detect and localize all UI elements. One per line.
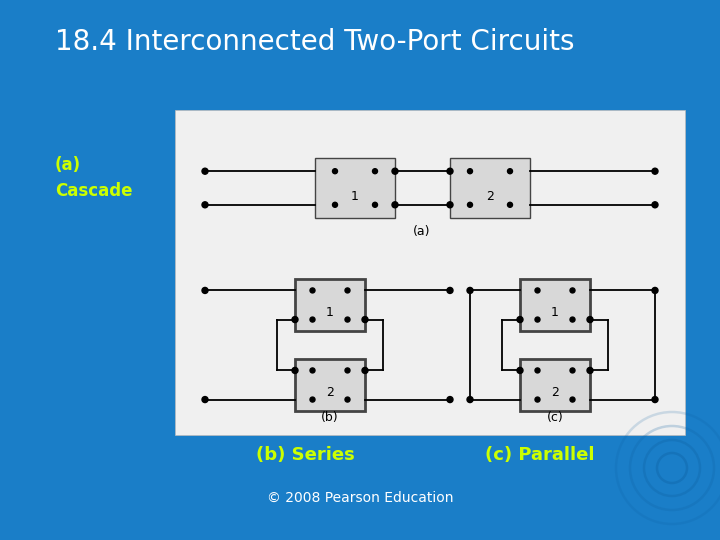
Circle shape — [447, 287, 453, 293]
Circle shape — [372, 202, 377, 207]
Circle shape — [570, 317, 575, 322]
Text: (b) Series: (b) Series — [256, 446, 354, 464]
Circle shape — [535, 317, 540, 322]
Circle shape — [202, 396, 208, 402]
Text: © 2008 Pearson Education: © 2008 Pearson Education — [266, 491, 454, 505]
Circle shape — [345, 317, 350, 322]
Circle shape — [292, 367, 298, 374]
Text: 2: 2 — [326, 386, 334, 399]
Circle shape — [517, 316, 523, 322]
Circle shape — [535, 397, 540, 402]
Circle shape — [508, 202, 513, 207]
Text: (a)
Cascade: (a) Cascade — [55, 157, 132, 199]
Circle shape — [447, 168, 453, 174]
Text: (c) Parallel: (c) Parallel — [485, 446, 595, 464]
Bar — [520, 279, 590, 331]
Circle shape — [535, 368, 540, 373]
Circle shape — [467, 287, 473, 293]
Text: 18.4 Interconnected Two-Port Circuits: 18.4 Interconnected Two-Port Circuits — [55, 28, 575, 56]
Bar — [295, 279, 365, 331]
Circle shape — [467, 168, 472, 174]
Circle shape — [570, 288, 575, 293]
Bar — [175, 110, 685, 435]
Circle shape — [345, 288, 350, 293]
Circle shape — [362, 316, 368, 322]
Circle shape — [587, 316, 593, 322]
Circle shape — [292, 316, 298, 322]
Circle shape — [652, 168, 658, 174]
Circle shape — [570, 397, 575, 402]
Circle shape — [467, 202, 472, 207]
Circle shape — [345, 368, 350, 373]
Circle shape — [587, 367, 593, 374]
Circle shape — [372, 168, 377, 174]
Circle shape — [333, 168, 338, 174]
Text: (b): (b) — [321, 411, 339, 424]
Circle shape — [310, 317, 315, 322]
Circle shape — [362, 367, 368, 374]
Circle shape — [310, 397, 315, 402]
Circle shape — [392, 168, 398, 174]
Text: 1: 1 — [351, 191, 359, 204]
Text: 1: 1 — [551, 306, 559, 319]
Circle shape — [652, 396, 658, 402]
Circle shape — [345, 397, 350, 402]
Circle shape — [447, 202, 453, 208]
Circle shape — [310, 368, 315, 373]
Text: (c): (c) — [546, 411, 563, 424]
Circle shape — [310, 288, 315, 293]
Text: (a): (a) — [413, 226, 431, 239]
Circle shape — [652, 202, 658, 208]
Circle shape — [467, 396, 473, 402]
Circle shape — [508, 168, 513, 174]
Circle shape — [202, 287, 208, 293]
Circle shape — [652, 287, 658, 293]
Circle shape — [535, 288, 540, 293]
Circle shape — [447, 396, 453, 402]
Circle shape — [202, 168, 208, 174]
Circle shape — [333, 202, 338, 207]
Circle shape — [517, 367, 523, 374]
Bar — [450, 158, 530, 218]
Text: 1: 1 — [326, 306, 334, 319]
Bar — [315, 158, 395, 218]
Circle shape — [570, 368, 575, 373]
Bar — [295, 359, 365, 411]
Text: 2: 2 — [486, 191, 494, 204]
Circle shape — [202, 202, 208, 208]
Bar — [520, 359, 590, 411]
Circle shape — [392, 202, 398, 208]
Text: 2: 2 — [551, 386, 559, 399]
